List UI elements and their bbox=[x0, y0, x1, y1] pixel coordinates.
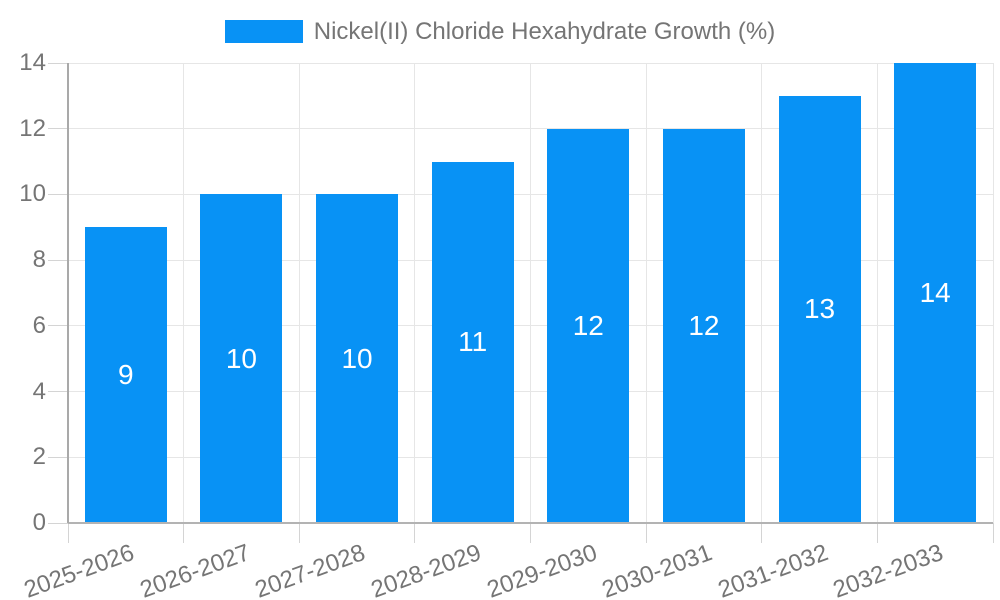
v-gridline bbox=[530, 63, 531, 523]
v-gridline bbox=[298, 63, 300, 523]
y-axis-tick bbox=[48, 62, 68, 64]
v-gridline bbox=[645, 63, 647, 523]
x-axis-category-label: 2025-2026 bbox=[20, 539, 138, 600]
bar-value-label: 10 bbox=[341, 342, 373, 374]
y-axis-tick bbox=[48, 391, 68, 393]
legend-swatch bbox=[224, 20, 303, 43]
y-axis-tick bbox=[48, 128, 68, 130]
bar-value-label: 11 bbox=[458, 326, 488, 358]
y-axis-tick bbox=[48, 325, 68, 327]
x-axis-tick bbox=[67, 523, 69, 543]
bar[interactable] bbox=[431, 161, 514, 523]
x-axis-category-label: 2027-2028 bbox=[251, 539, 369, 600]
bar-value-label: 9 bbox=[118, 359, 134, 391]
x-axis-line bbox=[68, 522, 993, 524]
bar-value-label: 10 bbox=[225, 342, 258, 374]
bar-value-label: 12 bbox=[688, 309, 720, 341]
y-axis-tick bbox=[48, 193, 68, 195]
y-axis-tick bbox=[48, 456, 68, 458]
y-axis-line bbox=[67, 63, 69, 523]
bar[interactable] bbox=[316, 194, 399, 523]
x-axis-tick bbox=[530, 523, 531, 543]
legend-series-label: Nickel(II) Chloride Hexahydrate Growth (… bbox=[313, 18, 776, 45]
v-gridline bbox=[414, 63, 416, 523]
chart-legend: Nickel(II) Chloride Hexahydrate Growth (… bbox=[0, 18, 1000, 45]
v-gridline bbox=[183, 63, 185, 523]
x-axis-category-label: 2032-2033 bbox=[829, 539, 948, 600]
x-axis-tick bbox=[761, 523, 763, 543]
y-axis-tick-label: 6 bbox=[32, 311, 46, 339]
y-axis-tick-label: 8 bbox=[32, 246, 46, 274]
x-axis-category-label: 2026-2027 bbox=[136, 539, 254, 600]
bar[interactable] bbox=[894, 63, 977, 523]
bar[interactable] bbox=[778, 95, 861, 523]
bar-value-label: 13 bbox=[803, 293, 836, 325]
x-axis-category-label: 2031-2032 bbox=[714, 539, 832, 600]
v-gridline bbox=[761, 63, 763, 523]
y-axis-tick bbox=[48, 522, 68, 524]
x-axis-tick bbox=[298, 523, 300, 543]
y-axis-tick-label: 14 bbox=[19, 49, 46, 76]
bar[interactable] bbox=[662, 128, 745, 523]
y-axis-tick-label: 12 bbox=[19, 114, 46, 142]
bar[interactable] bbox=[200, 194, 283, 523]
bar[interactable] bbox=[84, 227, 167, 523]
x-axis-category-label: 2029-2030 bbox=[483, 539, 601, 600]
y-axis-tick-label: 0 bbox=[32, 509, 46, 536]
bar-value-label: 12 bbox=[572, 309, 604, 341]
y-axis-tick bbox=[48, 259, 68, 261]
bar-value-label: 14 bbox=[919, 277, 951, 308]
bar[interactable] bbox=[547, 128, 630, 523]
y-axis-tick-label: 4 bbox=[32, 377, 46, 405]
v-gridline bbox=[992, 63, 994, 523]
x-axis-tick bbox=[414, 523, 416, 543]
x-axis-tick bbox=[876, 523, 878, 543]
y-axis-tick-label: 2 bbox=[32, 443, 46, 471]
v-gridline bbox=[876, 63, 878, 523]
x-axis-category-label: 2028-2029 bbox=[367, 539, 485, 600]
x-axis-tick bbox=[183, 523, 185, 543]
x-axis-category-label: 2030-2031 bbox=[598, 539, 716, 600]
x-axis-tick bbox=[645, 523, 647, 543]
x-axis-tick bbox=[992, 523, 994, 543]
y-axis-tick-label: 10 bbox=[19, 180, 46, 208]
